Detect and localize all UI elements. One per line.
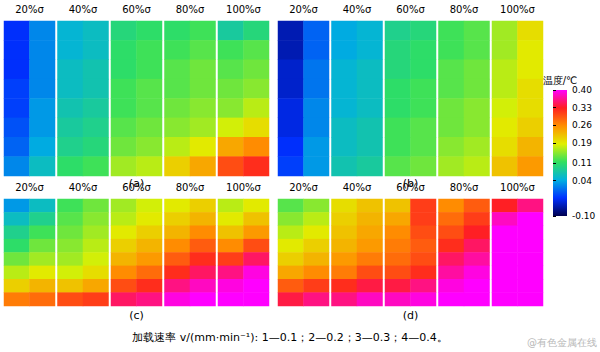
svg-text:80%σ: 80%σ	[176, 4, 205, 15]
svg-text:40%σ: 40%σ	[343, 4, 372, 15]
svg-text:100%σ: 100%σ	[500, 182, 536, 193]
svg-text:100%σ: 100%σ	[226, 182, 262, 193]
svg-text:80%σ: 80%σ	[450, 4, 479, 15]
svg-text:60%σ: 60%σ	[122, 182, 151, 193]
svg-text:0.26: 0.26	[572, 120, 592, 130]
svg-text:20%σ: 20%σ	[15, 4, 44, 15]
svg-text:40%σ: 40%σ	[69, 4, 98, 15]
svg-text:0.04: 0.04	[572, 176, 592, 186]
svg-text:0.11: 0.11	[572, 158, 592, 168]
svg-text:40%σ: 40%σ	[343, 182, 372, 193]
svg-text:-0.10: -0.10	[572, 211, 596, 221]
svg-text:60%σ: 60%σ	[396, 4, 425, 15]
svg-text:@有色金属在线: @有色金属在线	[527, 337, 597, 348]
svg-text:0.40: 0.40	[572, 85, 592, 95]
svg-text:100%σ: 100%σ	[226, 4, 262, 15]
svg-text:20%σ: 20%σ	[289, 4, 318, 15]
svg-text:0.19: 0.19	[572, 138, 592, 148]
svg-text:温度/℃: 温度/℃	[543, 75, 578, 86]
svg-text:60%σ: 60%σ	[122, 4, 151, 15]
svg-text:(d): (d)	[403, 309, 419, 322]
svg-text:40%σ: 40%σ	[69, 182, 98, 193]
svg-text:100%σ: 100%σ	[500, 4, 536, 15]
svg-text:60%σ: 60%σ	[396, 182, 425, 193]
svg-text:0.33: 0.33	[572, 103, 592, 113]
svg-text:加载速率 v/(mm·min⁻¹): 1—0.1；2—0.2: 加载速率 v/(mm·min⁻¹): 1—0.1；2—0.2；3—0.3；4—0…	[132, 331, 447, 344]
svg-text:80%σ: 80%σ	[176, 182, 205, 193]
svg-text:20%σ: 20%σ	[289, 182, 318, 193]
svg-text:20%σ: 20%σ	[15, 182, 44, 193]
svg-text:(c): (c)	[129, 309, 144, 322]
svg-text:80%σ: 80%σ	[450, 182, 479, 193]
